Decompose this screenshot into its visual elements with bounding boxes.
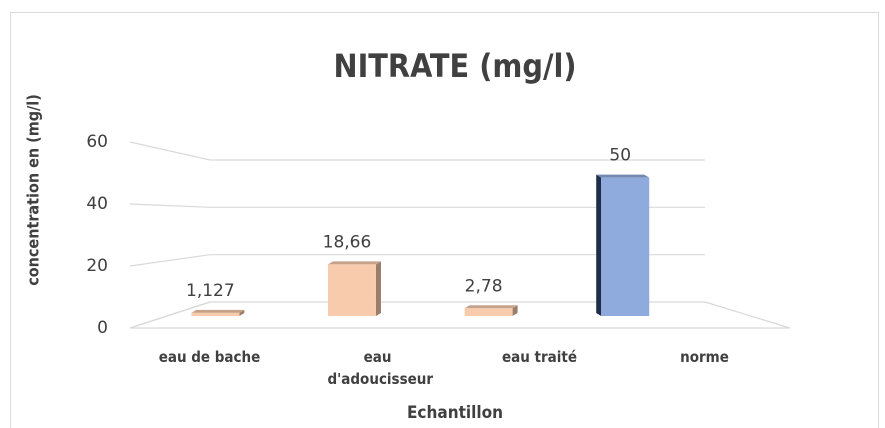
- bar-side: [375, 261, 381, 316]
- bar: [327, 264, 376, 316]
- x-tick-label: norme: [680, 348, 729, 366]
- bar-top: [191, 309, 245, 313]
- grid-line: [129, 141, 705, 161]
- x-tick-label: eau traité: [501, 348, 577, 366]
- bar-side: [512, 305, 518, 316]
- y-tick-label: 40: [86, 194, 108, 214]
- chart-title: NITRATE (mg/l): [333, 47, 576, 85]
- grid-line: [129, 203, 705, 208]
- bar-top: [327, 261, 381, 265]
- bar-top: [596, 174, 650, 178]
- data-label: 50: [609, 146, 631, 166]
- grid-line: [129, 254, 705, 267]
- y-tick-label: 60: [86, 132, 108, 152]
- floor-edge: [129, 301, 211, 329]
- chart-border: [10, 12, 879, 428]
- y-axis-label: concentration en (mg/l): [24, 94, 43, 286]
- bar-side: [239, 309, 245, 316]
- bar: [601, 177, 650, 316]
- floor-edge: [704, 301, 791, 329]
- bar-top: [464, 305, 518, 309]
- bar: [464, 308, 513, 316]
- x-axis-label: Echantillon: [407, 403, 503, 423]
- y-tick-label: 20: [86, 256, 108, 276]
- bar-side: [596, 174, 602, 316]
- data-label: 18,66: [323, 232, 372, 252]
- x-tick-label: eau de bache: [158, 348, 261, 366]
- bar: [191, 312, 240, 316]
- x-tick-label: eau d'adoucisseur: [327, 348, 434, 388]
- data-label: 2,78: [465, 276, 503, 296]
- data-label: 1,127: [186, 281, 235, 301]
- y-tick-label: 0: [97, 318, 108, 338]
